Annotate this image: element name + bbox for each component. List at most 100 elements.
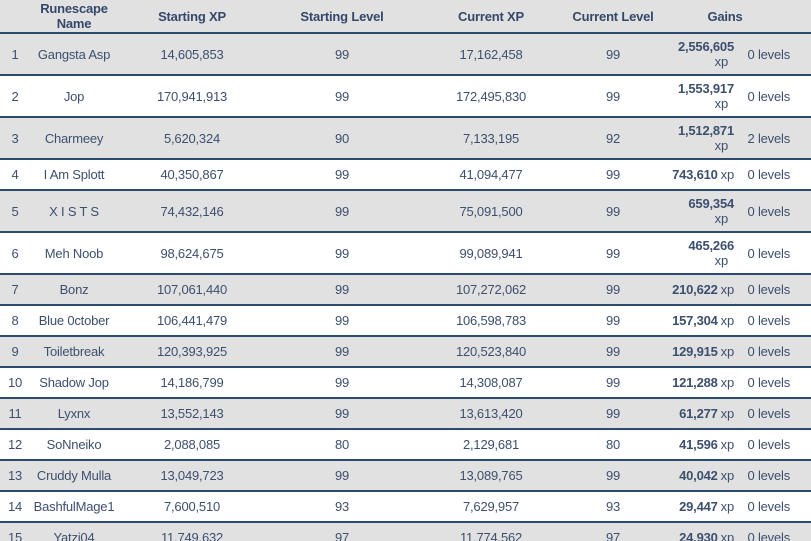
starting-level-cell: 99 — [266, 232, 418, 275]
gain-xp-value: 29,447 — [679, 499, 718, 514]
gain-xp-cell: 121,288 xp — [662, 367, 738, 399]
rank-cell: 3 — [0, 117, 30, 160]
gain-levels-cell: 0 levels — [738, 305, 811, 337]
current-level-cell: 97 — [564, 522, 662, 541]
gain-levels-cell: 0 levels — [738, 190, 811, 233]
gain-xp-unit: xp — [714, 253, 729, 268]
current-xp-cell: 106,598,783 — [418, 305, 564, 337]
starting-xp-cell: 106,441,479 — [118, 305, 266, 337]
current-xp-cell: 99,089,941 — [418, 232, 564, 275]
current-level-cell: 99 — [564, 305, 662, 337]
current-level-cell: 99 — [564, 336, 662, 368]
column-header-runescape-name[interactable]: Runescape Name — [30, 0, 118, 34]
gain-xp-unit: xp — [720, 313, 735, 328]
gain-xp-cell: 210,622 xp — [662, 274, 738, 306]
gain-levels-cell: 2 levels — [738, 117, 811, 160]
current-xp-cell: 7,133,195 — [418, 117, 564, 160]
gain-xp-unit: xp — [714, 96, 729, 111]
player-name-cell: Cruddy Mulla — [30, 460, 118, 492]
starting-xp-cell: 7,600,510 — [118, 491, 266, 523]
rank-cell: 11 — [0, 398, 30, 430]
rank-cell: 6 — [0, 232, 30, 275]
gain-xp-unit: xp — [720, 530, 735, 541]
current-xp-cell: 13,613,420 — [418, 398, 564, 430]
gain-xp-value: 1,553,917 — [677, 81, 734, 96]
current-xp-cell: 172,495,830 — [418, 75, 564, 118]
rank-cell: 9 — [0, 336, 30, 368]
gain-levels-cell: 0 levels — [738, 522, 811, 541]
gain-xp-value: 121,288 — [672, 375, 718, 390]
rank-cell: 7 — [0, 274, 30, 306]
rank-cell: 2 — [0, 75, 30, 118]
gain-xp-value: 1,512,871 — [677, 123, 734, 138]
column-header-current-level[interactable]: Current Level — [564, 0, 662, 34]
table-row: 11 Lyxnx 13,552,143 99 13,613,420 99 61,… — [0, 398, 811, 430]
player-name-cell: Meh Noob — [30, 232, 118, 275]
current-xp-cell: 14,308,087 — [418, 367, 564, 399]
column-header-starting-level[interactable]: Starting Level — [266, 0, 418, 34]
gain-xp-cell: 1,512,871 xp — [662, 117, 738, 160]
gain-xp-unit: xp — [720, 468, 735, 483]
gain-xp-unit: xp — [720, 437, 735, 452]
table-row: 9 Toiletbreak 120,393,925 99 120,523,840… — [0, 336, 811, 368]
starting-level-cell: 93 — [266, 491, 418, 523]
rank-cell: 1 — [0, 33, 30, 76]
column-header-starting-xp[interactable]: Starting XP — [118, 0, 266, 34]
current-level-cell: 99 — [564, 75, 662, 118]
table-row: 6 Meh Noob 98,624,675 99 99,089,941 99 4… — [0, 232, 811, 275]
player-name-cell: Toiletbreak — [30, 336, 118, 368]
starting-xp-cell: 40,350,867 — [118, 159, 266, 191]
current-level-cell: 92 — [564, 117, 662, 160]
gain-levels-cell: 0 levels — [738, 336, 811, 368]
rank-cell: 14 — [0, 491, 30, 523]
rank-cell: 8 — [0, 305, 30, 337]
player-name-cell: Bonz — [30, 274, 118, 306]
current-xp-cell: 13,089,765 — [418, 460, 564, 492]
rank-cell: 12 — [0, 429, 30, 461]
starting-xp-cell: 11,749,632 — [118, 522, 266, 541]
player-name-cell: I Am Splott — [30, 159, 118, 191]
table-row: 12 SoNneiko 2,088,085 80 2,129,681 80 41… — [0, 429, 811, 461]
gain-levels-cell: 0 levels — [738, 398, 811, 430]
gain-xp-cell: 1,553,917 xp — [662, 75, 738, 118]
table-row: 15 Yatzi04 11,749,632 97 11,774,562 97 2… — [0, 522, 811, 541]
gain-levels-cell: 0 levels — [738, 274, 811, 306]
gain-xp-value: 129,915 — [672, 344, 718, 359]
starting-xp-cell: 14,186,799 — [118, 367, 266, 399]
gain-xp-unit: xp — [714, 138, 729, 153]
current-level-cell: 99 — [564, 460, 662, 492]
starting-xp-cell: 74,432,146 — [118, 190, 266, 233]
starting-level-cell: 99 — [266, 367, 418, 399]
current-level-cell: 99 — [564, 33, 662, 76]
starting-xp-cell: 170,941,913 — [118, 75, 266, 118]
player-name-cell: Charmeey — [30, 117, 118, 160]
current-level-cell: 99 — [564, 159, 662, 191]
gain-xp-cell: 129,915 xp — [662, 336, 738, 368]
table-header-row: Runescape Name Starting XP Starting Leve… — [0, 0, 811, 34]
column-header-gains[interactable]: Gains — [662, 0, 811, 34]
current-level-cell: 93 — [564, 491, 662, 523]
gain-levels-cell: 0 levels — [738, 491, 811, 523]
gain-xp-cell: 29,447 xp — [662, 491, 738, 523]
gain-xp-unit: xp — [720, 282, 735, 297]
gain-xp-cell: 40,042 xp — [662, 460, 738, 492]
gain-levels-cell: 0 levels — [738, 75, 811, 118]
rank-cell: 5 — [0, 190, 30, 233]
current-xp-cell: 7,629,957 — [418, 491, 564, 523]
gain-xp-unit: xp — [720, 499, 735, 514]
current-xp-cell: 41,094,477 — [418, 159, 564, 191]
player-name-cell: Gangsta Asp — [30, 33, 118, 76]
table-row: 8 Blue 0ctober 106,441,479 99 106,598,78… — [0, 305, 811, 337]
column-header-current-xp[interactable]: Current XP — [418, 0, 564, 34]
player-name-cell: BashfulMage1 — [30, 491, 118, 523]
gain-xp-cell: 24,930 xp — [662, 522, 738, 541]
rank-cell: 10 — [0, 367, 30, 399]
current-xp-cell: 107,272,062 — [418, 274, 564, 306]
player-name-cell: Lyxnx — [30, 398, 118, 430]
gain-xp-unit: xp — [714, 211, 729, 226]
starting-level-cell: 99 — [266, 398, 418, 430]
starting-xp-cell: 107,061,440 — [118, 274, 266, 306]
gain-xp-value: 2,556,605 — [677, 39, 734, 54]
gain-xp-unit: xp — [714, 54, 729, 69]
